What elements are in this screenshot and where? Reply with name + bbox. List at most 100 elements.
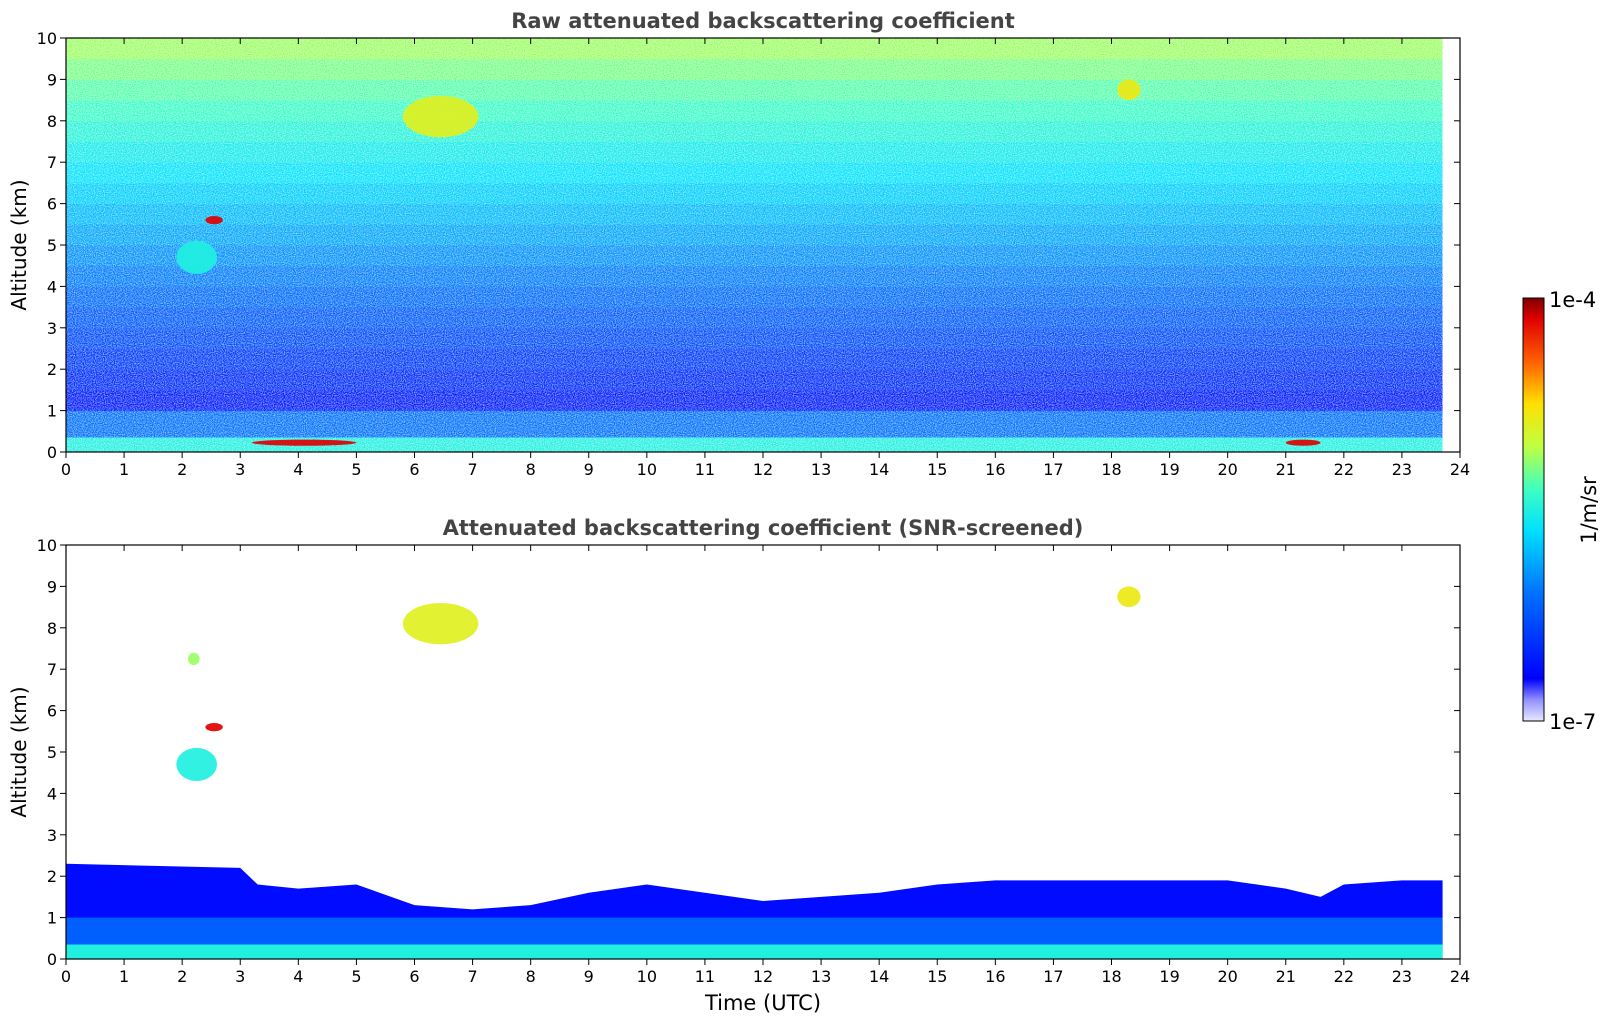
feature-low-cloud [251,439,357,446]
feature-cirrus [1117,79,1141,101]
layer-lower-boundary [66,917,1443,945]
x-tick-label: 11 [695,460,715,479]
y-tick-label: 7 [47,153,57,172]
feature-mid-level-cloud [176,747,218,781]
x-tick-label: 10 [637,460,657,479]
y-tick-label: 9 [47,577,57,596]
colorbar-unit-label: 1/m/sr [1577,476,1601,544]
y-tick-label: 4 [47,784,57,803]
y-tick-label: 2 [47,867,57,886]
y-tick-label: 0 [47,443,57,462]
x-tick-label: 3 [235,967,245,986]
x-tick-label: 16 [985,460,1005,479]
x-tick-label: 7 [467,460,477,479]
x-tick-label: 15 [927,460,947,479]
y-tick-label: 3 [47,826,57,845]
x-tick-label: 10 [637,967,657,986]
feature-cloud [187,652,200,666]
noise-grain [66,38,1443,452]
x-tick-label: 8 [526,967,536,986]
feature-mid-level-cloud [176,240,218,274]
x-tick-label: 19 [1159,967,1179,986]
x-tick-label: 24 [1450,967,1470,986]
x-tick-label: 20 [1217,460,1237,479]
x-tick-label: 12 [753,460,773,479]
x-axis-label: Time (UTC) [704,991,821,1015]
x-tick-label: 24 [1450,460,1470,479]
x-tick-label: 13 [811,460,831,479]
y-tick-label: 6 [47,195,57,214]
x-tick-label: 0 [61,967,71,986]
x-tick-label: 12 [753,967,773,986]
x-tick-label: 14 [869,460,889,479]
x-tick-label: 21 [1276,460,1296,479]
feature-cirrus [402,95,479,138]
x-tick-label: 3 [235,460,245,479]
y-tick-label: 6 [47,702,57,721]
x-tick-label: 19 [1159,460,1179,479]
y-tick-label: 1 [47,909,57,928]
y-tick-label: 5 [47,236,57,255]
x-tick-label: 22 [1334,967,1354,986]
y-tick-label: 8 [47,619,57,638]
x-tick-label: 17 [1043,967,1063,986]
axis-ticks: 0 1 2 3 4 5 6 7 8 9 10 11 12 13 14 15 16 17 18 19 20 21 22 23 24… [37,29,1471,479]
heatmap-area [66,586,1443,959]
x-tick-label: 16 [985,967,1005,986]
y-tick-label: 5 [47,743,57,762]
x-tick-label: 5 [351,967,361,986]
y-tick-label: 10 [37,536,57,555]
colorbar: 1e-4 1e-7 1/m/sr [1522,288,1601,734]
x-tick-label: 4 [293,460,303,479]
y-tick-label: 1 [47,402,57,421]
colorbar-min-label: 1e-7 [1549,710,1596,734]
x-tick-label: 4 [293,967,303,986]
y-tick-label: 9 [47,70,57,89]
y-axis-label: Altitude (km) [7,179,31,310]
x-tick-label: 7 [467,967,477,986]
y-tick-label: 8 [47,112,57,131]
x-tick-label: 2 [177,967,187,986]
x-tick-label: 9 [584,460,594,479]
y-tick-label: 10 [37,29,57,48]
x-tick-label: 9 [584,967,594,986]
x-tick-label: 21 [1276,967,1296,986]
x-tick-label: 5 [351,460,361,479]
y-tick-label: 0 [47,950,57,969]
x-tick-label: 22 [1334,460,1354,479]
feature-cirrus [1117,586,1141,608]
feature-cloud [205,216,223,225]
x-tick-label: 6 [409,460,419,479]
y-axis-label: Altitude (km) [7,686,31,817]
x-tick-label: 13 [811,967,831,986]
x-tick-label: 14 [869,967,889,986]
heatmap-area [66,38,1460,452]
screened-backscatter-panel: Attenuated backscattering coefficient (S… [7,516,1470,1015]
feature-cirrus [402,602,479,645]
no-data-region [1442,38,1460,452]
colorbar-gradient [1522,297,1545,722]
x-tick-label: 11 [695,967,715,986]
axis-ticks: 0 1 2 3 4 5 6 7 8 9 10 11 12 13 14 15 16 17 18 19 20 21 22 23 24… [37,536,1471,986]
x-tick-label: 15 [927,967,947,986]
y-tick-label: 4 [47,277,57,296]
colorbar-max-label: 1e-4 [1549,288,1596,312]
x-tick-label: 23 [1392,460,1412,479]
y-tick-label: 2 [47,360,57,379]
y-tick-label: 7 [47,660,57,679]
x-tick-label: 6 [409,967,419,986]
raw-backscatter-panel: Raw attenuated backscattering coefficien… [7,9,1470,479]
layer-aerosol-surface [66,944,1443,959]
x-tick-label: 20 [1217,967,1237,986]
x-tick-label: 18 [1101,967,1121,986]
feature-cloud [205,723,223,732]
x-tick-label: 2 [177,460,187,479]
panel-title: Attenuated backscattering coefficient (S… [443,516,1084,540]
x-tick-label: 1 [119,967,129,986]
x-tick-label: 18 [1101,460,1121,479]
x-tick-label: 0 [61,460,71,479]
x-tick-label: 17 [1043,460,1063,479]
panel-title: Raw attenuated backscattering coefficien… [511,9,1015,33]
x-tick-label: 23 [1392,967,1412,986]
